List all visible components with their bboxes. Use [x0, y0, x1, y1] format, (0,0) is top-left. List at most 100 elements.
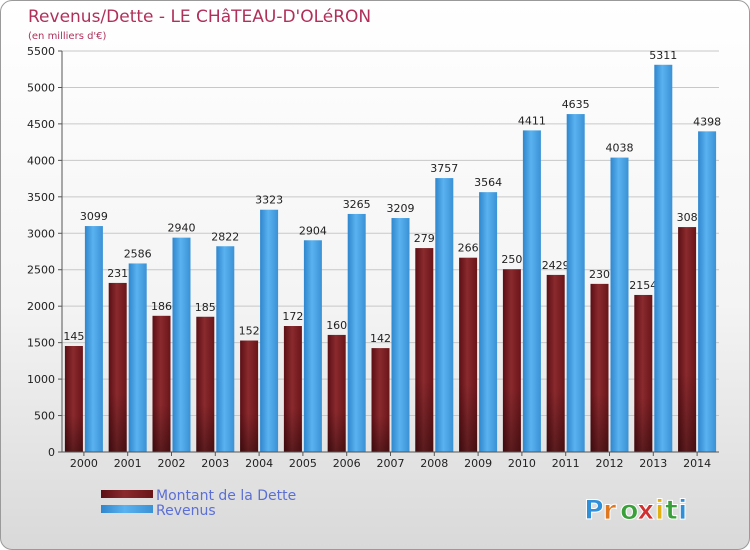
value-label-dette: 308 — [677, 211, 698, 224]
chart-subtitle: (en milliers d'€) — [28, 31, 107, 42]
value-label-dette: 2154 — [629, 279, 657, 292]
logo-letter: x — [637, 495, 654, 526]
logo-letter: P — [584, 495, 604, 526]
bar-revenus — [172, 237, 191, 452]
value-label-revenus: 3757 — [430, 162, 458, 175]
bar-revenus — [303, 240, 322, 452]
y-tick-label: 3000 — [27, 227, 55, 240]
value-label-dette: 142 — [370, 332, 391, 345]
value-label-revenus: 4411 — [518, 114, 546, 127]
value-label-revenus: 3209 — [387, 202, 415, 215]
value-label-dette: 160 — [326, 319, 347, 332]
value-label-revenus: 5311 — [649, 49, 677, 62]
bar-revenus — [84, 226, 103, 452]
x-tick-label: 2002 — [158, 457, 186, 470]
bar-dette-shade — [590, 393, 609, 452]
grid — [62, 50, 719, 453]
x-tick-label: 2003 — [201, 457, 229, 470]
bar-dette-shade — [64, 414, 83, 452]
value-label-dette: 279 — [414, 232, 435, 245]
value-label-dette: 152 — [239, 325, 260, 338]
chart-title: Revenus/Dette - LE CHâTEAU-D'OLéRON — [28, 7, 371, 27]
value-label-dette: 186 — [151, 300, 172, 313]
bar-revenus — [610, 157, 629, 453]
bar-revenus — [216, 246, 235, 452]
legend-label-revenus: Revenus — [156, 503, 216, 519]
y-tick-label: 3500 — [27, 191, 55, 204]
y-tick-label: 4500 — [27, 118, 55, 131]
bar-revenus — [347, 213, 366, 452]
value-label-dette: 266 — [458, 242, 479, 255]
value-label-dette: 185 — [195, 301, 216, 314]
bar-dette-shade — [546, 390, 565, 452]
logo-letter: i — [678, 495, 687, 526]
y-tick-label: 4000 — [27, 154, 55, 167]
value-label-dette: 230 — [589, 268, 610, 281]
bar-dette-shade — [459, 383, 478, 452]
bar-dette-shade — [196, 404, 215, 452]
x-tick-label: 2012 — [596, 457, 624, 470]
y-tick-label: 0 — [48, 446, 55, 459]
y-tick-label: 1000 — [27, 373, 55, 386]
x-tick-label: 2010 — [508, 457, 536, 470]
value-label-revenus: 2586 — [124, 247, 152, 260]
value-label-revenus: 4635 — [562, 98, 590, 111]
legend-swatch-revenus — [101, 505, 153, 513]
value-label-revenus: 3564 — [474, 176, 502, 189]
y-tick-label: 5000 — [27, 81, 55, 94]
bar-dette-shade — [415, 380, 434, 452]
bars: 145 3099 231 2586 186 2940 185 2822 152 3323 172 29… — [63, 49, 721, 453]
value-label-revenus: 3099 — [80, 210, 108, 223]
value-label-dette: 2429 — [542, 259, 570, 272]
bar-revenus — [128, 263, 147, 452]
axes: 0 500 1000 1500 2000 2500 3000 3500 4000 4500 5000… — [27, 45, 719, 470]
bar-dette-shade — [283, 407, 302, 452]
legend-label-dette: Montant de la Dette — [156, 488, 296, 504]
bar-dette-shade — [634, 397, 653, 452]
bar-revenus — [260, 209, 279, 452]
x-tick-label: 2004 — [245, 457, 273, 470]
x-tick-label: 2006 — [333, 457, 361, 470]
bar-dette-shade — [108, 392, 127, 452]
value-label-revenus: 3323 — [255, 194, 283, 207]
value-label-dette: 250 — [501, 253, 522, 266]
x-tick-label: 2005 — [289, 457, 317, 470]
y-tick-label: 500 — [34, 410, 55, 423]
bar-revenus — [479, 192, 498, 453]
x-tick-label: 2011 — [552, 457, 580, 470]
value-label-dette: 231 — [107, 267, 128, 280]
legend: Montant de la Dette Revenus — [101, 488, 296, 519]
value-label-dette: 145 — [63, 330, 84, 343]
value-label-revenus: 3265 — [343, 198, 371, 211]
value-label-dette: 172 — [282, 310, 303, 323]
bar-revenus — [698, 131, 717, 452]
bar-dette-shade — [371, 415, 390, 452]
logo-letter: r — [603, 495, 617, 526]
value-label-revenus: 2904 — [299, 224, 327, 237]
bar-dette-shade — [152, 404, 171, 452]
x-tick-label: 2013 — [639, 457, 667, 470]
logo-letter: o — [620, 495, 639, 526]
bar-revenus — [435, 178, 454, 452]
value-label-revenus: 4398 — [693, 115, 721, 128]
y-tick-label: 2000 — [27, 300, 55, 313]
y-tick-label: 5500 — [27, 45, 55, 58]
value-label-revenus: 4038 — [606, 142, 634, 155]
bar-dette-shade — [678, 373, 697, 452]
logo-letter: i — [655, 495, 664, 526]
bar-revenus — [391, 218, 410, 452]
bar-revenus — [522, 130, 541, 452]
bar-revenus — [566, 114, 585, 453]
bar-dette-shade — [502, 388, 521, 452]
logo-letter: t — [665, 495, 678, 526]
value-label-revenus: 2940 — [168, 222, 196, 235]
bar-dette-shade — [327, 411, 346, 452]
value-label-revenus: 2822 — [211, 230, 239, 243]
bar-revenus — [654, 64, 673, 452]
y-tick-label: 2500 — [27, 264, 55, 277]
x-tick-label: 2014 — [683, 457, 711, 470]
legend-swatch-dette — [101, 490, 153, 498]
bar-dette-shade — [240, 412, 259, 452]
